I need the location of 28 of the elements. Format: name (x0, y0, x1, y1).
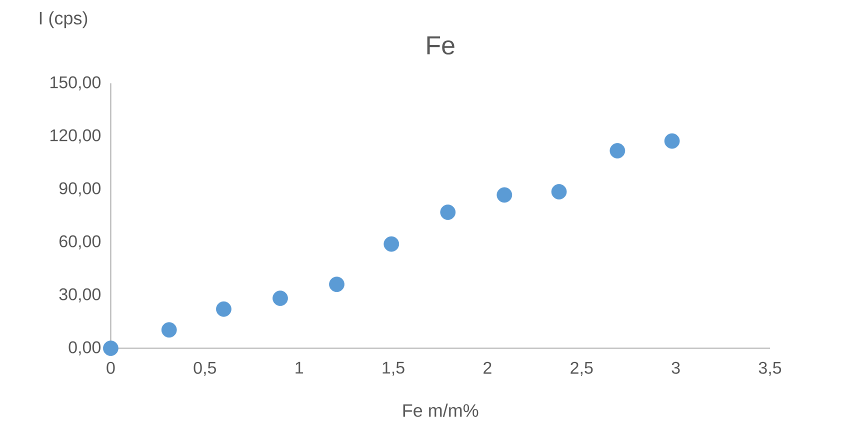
chart-title: Fe (427, 36, 454, 55)
x-tick-label: 0,5 (194, 362, 216, 376)
x-axis-title: Fe m/m% (403, 404, 478, 417)
y-tick-label: 90,00 (59, 182, 101, 196)
x-tick-label: 1 (296, 362, 303, 374)
point (216, 301, 232, 317)
point (664, 133, 680, 149)
x-tick-label: 3,5 (758, 362, 782, 376)
y-tick-label: 0,00 (68, 341, 101, 356)
point (272, 290, 288, 306)
point (496, 187, 512, 203)
point (329, 276, 344, 292)
x-tick-label: 2 (484, 362, 492, 374)
point (440, 204, 456, 220)
y-tick-label: 150,00 (50, 76, 101, 90)
y-tick-label: 30,00 (59, 288, 101, 302)
x-tick-label: 1,5 (382, 362, 404, 376)
point (161, 322, 177, 338)
x-tick-label: 3 (672, 362, 680, 374)
y-tick-label: 60,00 (60, 235, 101, 250)
x-tick-label: 2,5 (570, 362, 593, 376)
point (384, 236, 400, 252)
x-tick-label: 0 (106, 362, 115, 374)
y-tick-label: 120,00 (50, 129, 101, 144)
point (103, 340, 118, 356)
point (610, 143, 626, 158)
point (551, 184, 567, 200)
y-axis-title: I (cps) (40, 11, 88, 28)
